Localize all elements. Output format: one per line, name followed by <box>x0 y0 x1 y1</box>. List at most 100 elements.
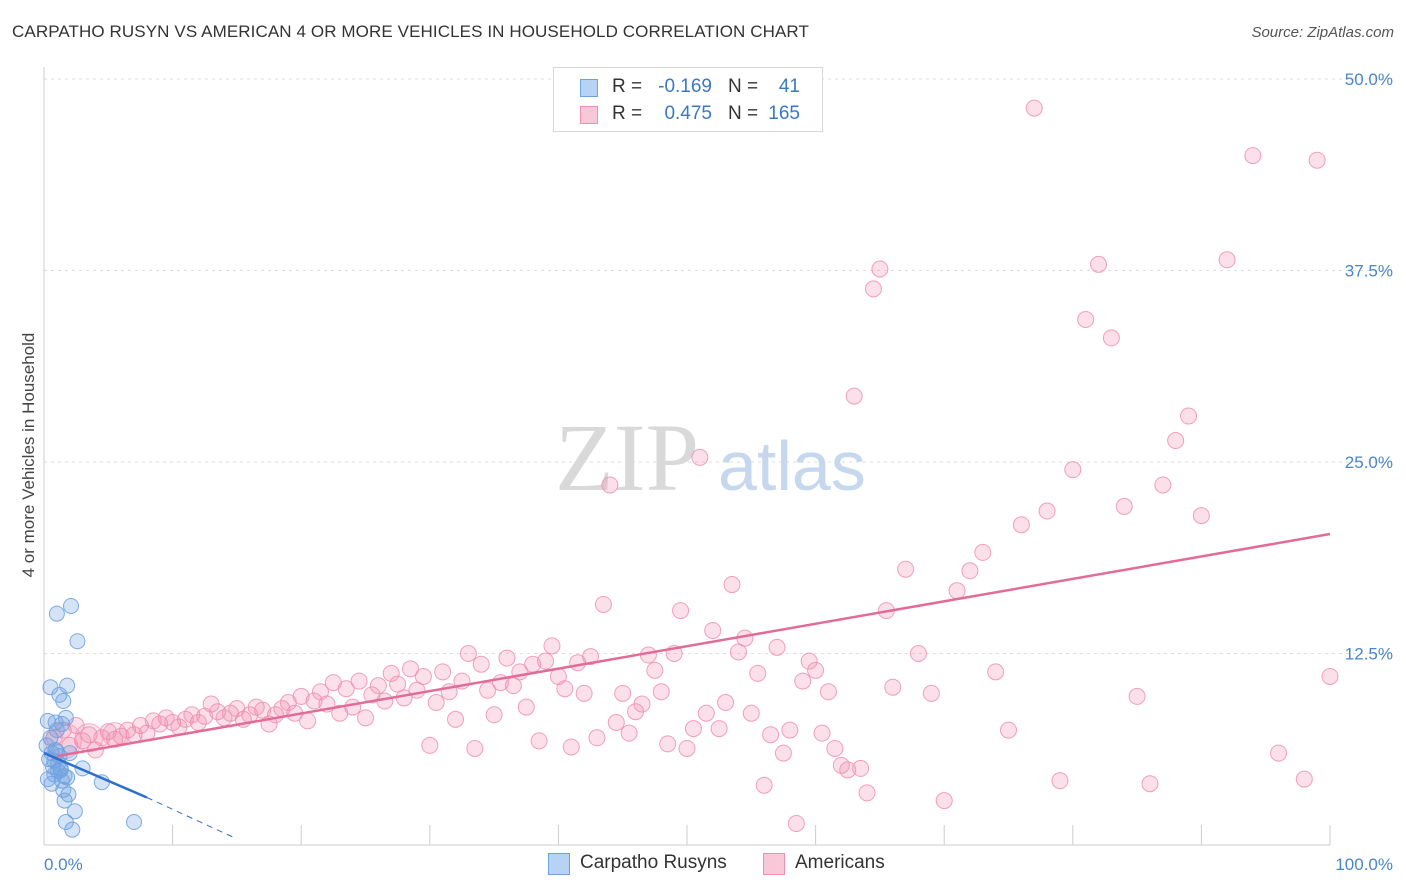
american-point <box>556 680 574 698</box>
american-point <box>1102 329 1120 347</box>
american-point <box>864 280 882 298</box>
american-point <box>485 706 503 724</box>
american-point <box>762 726 780 744</box>
chart-title: CARPATHO RUSYN VS AMERICAN 4 OR MORE VEH… <box>12 22 809 41</box>
american-point <box>852 759 870 777</box>
american-point <box>1128 687 1146 705</box>
x-tick-label: 100.0% <box>1335 855 1393 874</box>
american-point <box>897 560 915 578</box>
american-point <box>299 712 317 730</box>
american-point <box>543 637 561 655</box>
american-point <box>652 683 670 701</box>
american-point <box>1051 772 1069 790</box>
american-point <box>466 739 484 757</box>
legend-n-value: 41 <box>778 76 800 97</box>
american-point <box>427 694 445 712</box>
american-point <box>517 698 535 716</box>
american-point <box>684 720 702 738</box>
legend-n-label: N = <box>728 76 759 97</box>
american-point <box>646 661 664 679</box>
american-point <box>871 260 889 278</box>
y-tick-label: 37.5% <box>1345 262 1393 281</box>
american-point <box>781 721 799 739</box>
legend-r-label: R = <box>612 76 643 97</box>
axes <box>43 67 1331 846</box>
carpatho-point <box>39 771 56 788</box>
bottom-legend-swatch-blue <box>548 853 570 875</box>
american-point <box>826 739 844 757</box>
american-point <box>389 675 407 693</box>
legend-n-label: N = <box>728 103 759 124</box>
american-point <box>254 701 272 719</box>
american-point <box>575 684 593 702</box>
american-point <box>601 476 619 494</box>
american-point <box>807 661 825 679</box>
american-point <box>839 761 857 779</box>
carpatho-point <box>57 709 74 726</box>
carpatho-point <box>47 714 64 731</box>
american-point <box>421 736 439 754</box>
american-point <box>717 694 735 712</box>
americans-trend-line <box>56 532 1331 758</box>
american-point <box>755 776 773 794</box>
american-point <box>922 684 940 702</box>
watermark-atlas: atlas <box>718 427 866 505</box>
american-point <box>794 672 812 690</box>
carpatho-trend-extension <box>146 797 238 840</box>
axis-labels: 12.5% 25.0% 37.5% 50.0% 0.0% 100.0% 4 or more … <box>19 70 1393 874</box>
american-point <box>1270 744 1288 762</box>
carpatho-point <box>48 605 65 622</box>
american-point <box>1115 497 1133 515</box>
american-point <box>402 660 420 678</box>
american-point <box>948 582 966 600</box>
american-point <box>1064 461 1082 479</box>
american-point <box>607 713 625 731</box>
american-point <box>858 784 876 802</box>
american-point <box>961 562 979 580</box>
american-point <box>774 744 792 762</box>
american-point <box>672 602 690 620</box>
american-point <box>659 735 677 753</box>
american-point <box>1154 476 1172 494</box>
american-point <box>678 739 696 757</box>
american-point <box>357 709 374 727</box>
american-point <box>614 684 632 702</box>
american-point <box>447 710 465 728</box>
american-point <box>344 698 362 716</box>
american-point <box>935 792 953 810</box>
legend-swatch-pink <box>580 106 598 124</box>
american-point <box>1090 255 1108 273</box>
american-point <box>704 622 722 640</box>
y-tick-label: 25.0% <box>1345 453 1393 472</box>
american-point <box>74 732 92 750</box>
grid-lines <box>44 78 1393 654</box>
y-tick-label: 50.0% <box>1345 70 1393 89</box>
american-point <box>710 720 728 738</box>
american-point <box>819 683 837 701</box>
american-point <box>845 387 863 405</box>
carpatho-point <box>66 803 83 820</box>
legend-r-label: R = <box>612 103 643 124</box>
american-point <box>530 732 548 750</box>
american-point <box>691 448 709 466</box>
american-point <box>1180 407 1198 425</box>
american-point <box>742 704 760 722</box>
american-point <box>1295 770 1313 788</box>
american-point <box>729 643 747 661</box>
american-point <box>537 652 555 670</box>
y-axis-title: 4 or more Vehicles in Household <box>19 333 38 578</box>
american-point <box>1038 502 1056 520</box>
watermark: ZIP atlas <box>555 404 866 511</box>
correlation-legend: R = -0.169 N = 41 R = 0.475 N = 165 <box>553 67 823 132</box>
bottom-legend-label: Carpatho Rusyns <box>580 852 727 873</box>
american-point <box>588 729 606 747</box>
american-point <box>620 724 638 742</box>
american-point <box>1012 516 1030 534</box>
legend-r-value: -0.169 <box>658 76 712 97</box>
watermark-zip: ZIP <box>555 404 699 511</box>
american-point <box>1025 99 1043 117</box>
american-point <box>723 576 741 594</box>
american-point <box>292 687 310 705</box>
american-point <box>1321 667 1339 685</box>
